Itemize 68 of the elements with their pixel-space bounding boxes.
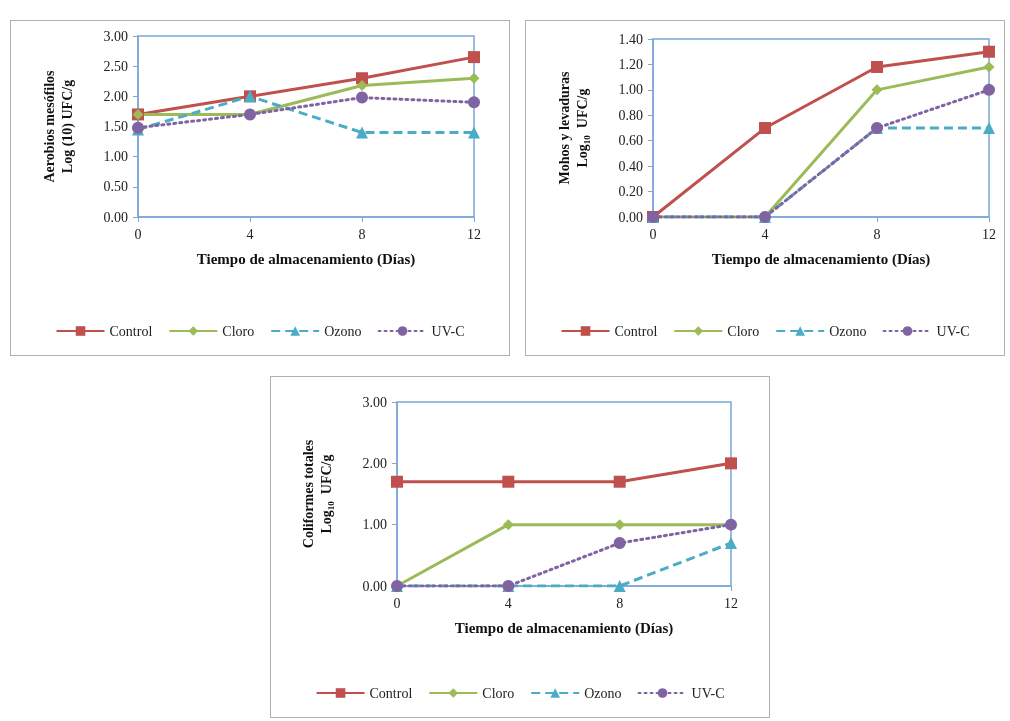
y-tick-label: 2.50 xyxy=(103,58,128,74)
y-tick-label: 1.00 xyxy=(618,82,643,98)
legend-label: UV-C xyxy=(936,323,970,339)
x-tick-label: 4 xyxy=(246,226,254,242)
y-tick-label: 0.00 xyxy=(103,209,128,225)
x-tick-label: 4 xyxy=(504,595,512,611)
point xyxy=(613,580,626,592)
point xyxy=(613,475,626,488)
y-tick-label: 1.00 xyxy=(103,149,128,165)
y-tick-label: 2.00 xyxy=(362,455,387,471)
legend-label: Ozono xyxy=(324,323,362,339)
point xyxy=(502,475,515,488)
legend-label: UV-C xyxy=(691,685,725,701)
x-axis-title: Tiempo de almacenamiento (Días) xyxy=(711,250,931,268)
point xyxy=(725,457,737,470)
x-tick-label: 0 xyxy=(649,226,657,242)
y-tick-label: 0.40 xyxy=(618,158,643,174)
point xyxy=(502,519,514,531)
point xyxy=(871,60,883,73)
point xyxy=(356,91,368,104)
x-tick-label: 8 xyxy=(873,226,881,242)
legend-label: Cloro xyxy=(727,323,760,339)
legend-label: Cloro xyxy=(482,685,515,701)
legend-label: Ozono xyxy=(829,323,867,339)
point xyxy=(983,122,995,134)
point xyxy=(391,475,403,488)
x-tick-label: 0 xyxy=(393,595,401,611)
x-tick-label: 8 xyxy=(616,595,624,611)
y-tick-label: 0.20 xyxy=(618,184,643,200)
point xyxy=(759,122,771,134)
x-tick-label: 4 xyxy=(761,226,769,242)
point xyxy=(725,537,737,550)
y-tick-label: 1.50 xyxy=(103,119,128,134)
legend-label: UV-C xyxy=(431,323,465,339)
y-axis-title: Aerobios mesófilos Log (10) UFC/g xyxy=(41,69,76,183)
x-tick-label: 0 xyxy=(134,226,142,242)
y-tick-label: 3.00 xyxy=(362,394,387,410)
y-tick-label: 3.00 xyxy=(103,28,128,44)
x-tick-label: 12 xyxy=(467,226,481,242)
point xyxy=(613,537,626,550)
point xyxy=(468,96,480,109)
x-axis-title: Tiempo de almacenamiento (Días) xyxy=(454,619,674,637)
point xyxy=(983,83,995,96)
y-tick-label: 0.00 xyxy=(618,209,643,225)
x-tick-label: 8 xyxy=(358,226,366,242)
legend-label: Cloro xyxy=(222,323,255,339)
x-tick-label: 12 xyxy=(982,226,996,242)
point xyxy=(356,126,368,139)
legend-label: Control xyxy=(369,685,413,701)
y-tick-label: 0.80 xyxy=(618,107,643,123)
point xyxy=(983,61,995,73)
y-tick-label: 0.00 xyxy=(362,578,387,594)
legend-label: Control xyxy=(614,323,658,339)
legend-label: Control xyxy=(109,323,153,339)
y-tick-label: 1.00 xyxy=(362,517,387,533)
y-tick-label: 1.20 xyxy=(618,56,643,72)
x-axis-title: Tiempo de almacenamiento (Días) xyxy=(196,250,416,268)
y-tick-label: 0.60 xyxy=(618,133,643,149)
point xyxy=(356,79,368,91)
point xyxy=(468,126,480,139)
y-tick-label: 0.50 xyxy=(103,179,128,195)
point xyxy=(983,45,995,58)
point xyxy=(468,51,480,64)
point xyxy=(871,84,883,96)
legend-label: Ozono xyxy=(584,685,622,701)
y-tick-label: 1.40 xyxy=(618,31,643,47)
x-tick-label: 12 xyxy=(724,595,738,611)
y-tick-label: 2.00 xyxy=(103,88,128,104)
